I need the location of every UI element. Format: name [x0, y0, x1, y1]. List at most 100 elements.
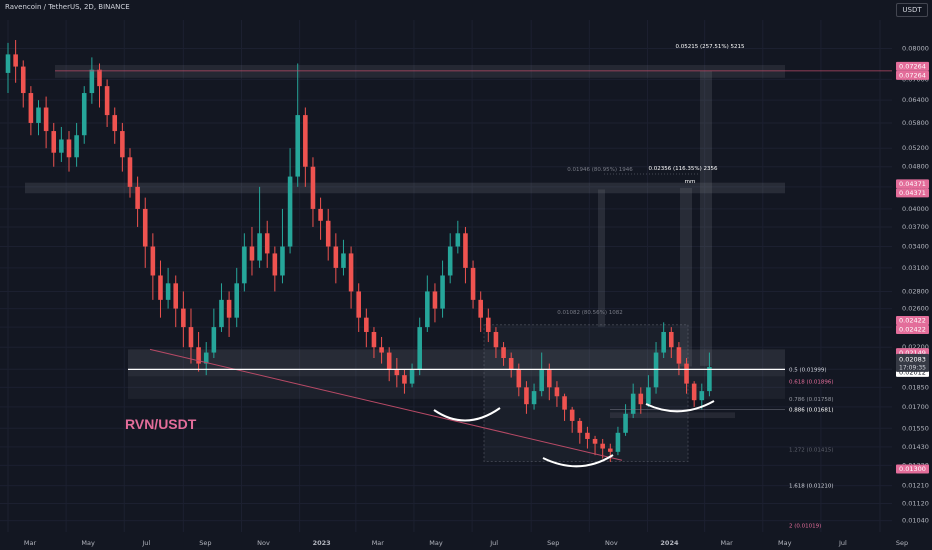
price-badge-label: 0.02149: [899, 349, 926, 357]
price-badge: [896, 61, 929, 71]
candle-body: [303, 115, 308, 167]
x-tick-label: Nov: [605, 539, 618, 547]
y-tick-label: 0.01210: [902, 482, 929, 490]
y-tick-label: 0.05200: [902, 144, 929, 152]
candle-body: [455, 233, 461, 247]
fib-label: 0.618 (0.01896): [789, 380, 834, 386]
countdown-label: 17:09:35: [899, 364, 926, 371]
candle-body: [669, 331, 674, 348]
y-tick-label: 0.02200: [902, 343, 929, 351]
candle-body: [181, 308, 186, 328]
support-zone-low: [610, 412, 735, 419]
y-tick-label: 0.02600: [902, 305, 929, 313]
candle-body: [646, 387, 651, 405]
pair-label: RVN/USDT: [125, 416, 197, 432]
y-tick-label: 0.01850: [902, 383, 929, 391]
measure-box: [598, 189, 605, 327]
candle-body: [257, 233, 262, 261]
x-tick-label: 2023: [313, 539, 331, 547]
candle-body: [516, 369, 522, 388]
descending-trendline: [149, 348, 623, 461]
candle-body: [188, 327, 194, 348]
candle-body: [20, 66, 26, 94]
candle-body: [447, 246, 453, 276]
y-tick-label: 0.01120: [902, 499, 929, 507]
price-badge-label: 0.04371: [899, 189, 926, 197]
candle-body: [135, 186, 140, 209]
price-badge: [896, 464, 929, 474]
candle-body: [89, 69, 95, 94]
currency-selector[interactable]: USDT: [896, 3, 928, 17]
y-tick-label: 0.05800: [902, 119, 929, 127]
candle-body: [104, 86, 110, 116]
candle-body: [592, 438, 598, 444]
candle-body: [661, 331, 666, 353]
candle-body: [623, 413, 628, 433]
resistance-zone-top: [55, 65, 785, 78]
candle-body: [120, 131, 125, 158]
candle-body: [333, 246, 339, 268]
x-tick-label: May: [81, 539, 95, 547]
shoulder-arc-left: [433, 407, 501, 422]
candle-body: [531, 391, 537, 405]
x-tick-label: Mar: [721, 539, 734, 547]
candle-body: [348, 253, 354, 292]
shoulder-arc-right: [645, 400, 715, 413]
price-badge: [896, 315, 929, 325]
fib-label: 0.786 (0.01758): [789, 397, 834, 403]
x-tick-label: Mar: [372, 539, 385, 547]
candle-body: [173, 283, 179, 309]
y-tick-label: 0.01040: [902, 517, 929, 525]
candle-body: [318, 208, 323, 221]
overlays: 0.5 (0.01999) 0.618 (0.01896) 0.786 (0.017…: [55, 70, 892, 529]
current-price-label: 0.02083: [899, 355, 926, 363]
candle-body: [409, 369, 415, 384]
x-tick-label: 2024: [660, 539, 679, 547]
candle-body: [249, 246, 255, 261]
y-tick-label: 0.01550: [902, 424, 929, 432]
x-tick-label: Jul: [489, 539, 498, 547]
candle-body: [242, 246, 247, 284]
candle-body: [425, 291, 430, 328]
candle-body: [394, 369, 400, 376]
fib-label: 0.886 (0.01681): [789, 407, 834, 413]
candle-body: [81, 93, 87, 136]
price-badge-label: 0.04371: [899, 180, 926, 188]
candle-body: [272, 253, 278, 276]
price-axis[interactable]: 0.080000.070000.064000.058000.052000.048…: [896, 45, 929, 525]
current-price-badge: [896, 353, 929, 372]
candle-body: [562, 396, 567, 410]
price-badge: [896, 188, 929, 198]
resistance-zone-mid: [25, 182, 785, 194]
x-tick-label: Sep: [896, 539, 908, 547]
price-badge-label: 0.02422: [899, 326, 926, 334]
candle-body: [486, 317, 491, 332]
x-tick-label: Nov: [257, 539, 270, 547]
candle-body: [379, 347, 384, 353]
x-tick-label: Jul: [141, 539, 150, 547]
price-badge: [896, 179, 929, 189]
candle-body: [226, 299, 232, 318]
candle-series: [5, 40, 712, 462]
candle-body: [43, 107, 49, 132]
grid-lines: [0, 20, 892, 532]
candle-body: [325, 220, 331, 247]
measure-label: 0.01946 (80.95%) 1946: [567, 167, 633, 173]
candle-body: [585, 432, 590, 439]
candle-body: [142, 208, 148, 247]
candle-body: [280, 246, 285, 276]
candle-body: [547, 369, 552, 388]
candle-body: [684, 363, 689, 384]
y-tick-label: 0.06400: [902, 96, 929, 104]
price-badge-label: 0.07264: [899, 63, 926, 71]
time-axis[interactable]: Mar May Jul Sep Nov 2023 Mar May Jul Sep Nov 2024 Ma…: [24, 539, 908, 547]
chart-title: Ravencoin / TetherUS, 2D, BINANCE: [5, 3, 130, 11]
y-tick-label: 0.04000: [902, 205, 929, 213]
price-badge-label: 0.01300: [899, 465, 926, 473]
candle-body: [569, 409, 575, 421]
y-tick-label: 0.02800: [902, 287, 929, 295]
candle-body: [219, 299, 224, 328]
candle-body: [478, 299, 483, 318]
